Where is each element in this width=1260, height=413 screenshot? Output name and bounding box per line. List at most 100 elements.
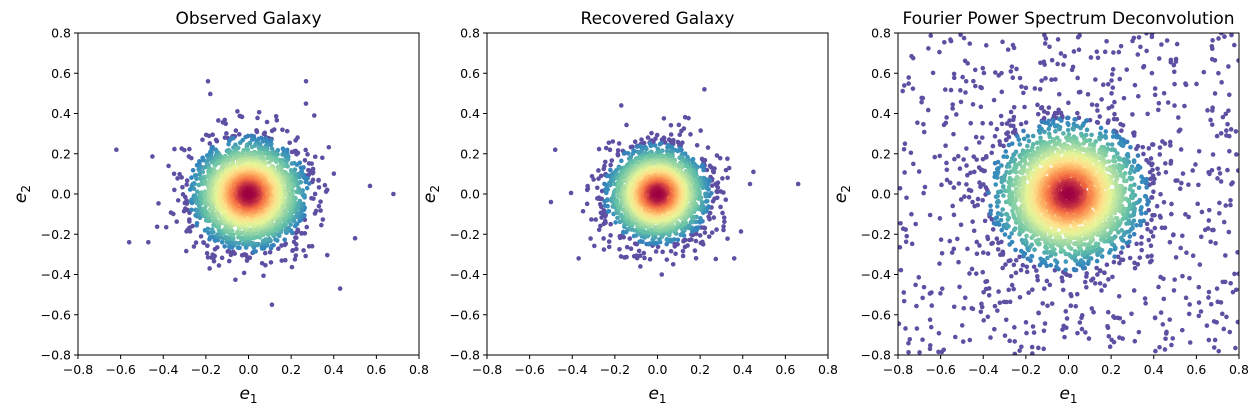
scatter-point [326, 144, 332, 150]
scatter-point [172, 187, 177, 193]
scatter-point [660, 249, 665, 255]
scatter-point [146, 240, 151, 245]
scatter-point [706, 214, 711, 220]
scatter-point [216, 118, 221, 123]
scatter-point [720, 176, 725, 181]
scatter-point [312, 211, 318, 216]
scatter-point [653, 249, 659, 254]
scatter-point [179, 175, 184, 180]
scatter-point [259, 260, 265, 266]
scatter-point [309, 195, 314, 201]
scatter-point [239, 235, 245, 241]
scatter-point [312, 154, 318, 160]
scatter-point [634, 233, 639, 238]
scatter-point [648, 143, 654, 149]
scatter-point [589, 217, 594, 222]
scatter-point [239, 230, 245, 236]
scatter-point [601, 236, 606, 241]
scatter-point [303, 253, 308, 259]
scatter-point [676, 122, 682, 128]
scatter-point [613, 220, 618, 225]
scatter-points [548, 87, 801, 277]
scatter-point [607, 147, 613, 153]
x-tick-label: −0.6 [105, 362, 135, 377]
scatter-point [693, 238, 699, 244]
scatter-point [601, 247, 607, 252]
scatter-point [699, 199, 705, 205]
scatter-point [293, 235, 298, 240]
scatter-point [609, 158, 615, 163]
scatter-point [294, 189, 300, 195]
scatter-point [193, 240, 199, 245]
scatter-point [616, 141, 622, 146]
scatter-points [114, 79, 396, 307]
scatter-point [706, 234, 712, 239]
scatter-point [306, 161, 312, 166]
scatter-point [311, 113, 317, 118]
scatter-point [322, 182, 328, 188]
scatter-point [223, 121, 229, 126]
scatter-point [289, 149, 295, 155]
scatter-point [624, 254, 629, 260]
scatter-point [606, 140, 612, 146]
scatter-point [601, 166, 607, 172]
scatter-point [701, 167, 706, 173]
scatter-point [670, 262, 676, 267]
scatter-point [297, 218, 302, 224]
scatter-point [201, 240, 206, 245]
scatter-point [615, 148, 621, 153]
scatter-point [187, 187, 193, 192]
scatter-point [294, 152, 299, 157]
scatter-point [303, 179, 309, 185]
scatter-point [320, 217, 326, 222]
scatter-point [288, 168, 294, 173]
scatter-point [274, 117, 280, 123]
scatter-point [661, 116, 667, 121]
scatter-point [720, 210, 725, 216]
scatter-point [261, 273, 266, 279]
x-tick-label: 0.8 [409, 362, 429, 377]
scatter-point [548, 199, 554, 205]
scatter-point [640, 239, 645, 245]
scatter-point [664, 257, 670, 262]
scatter-point [738, 229, 744, 234]
scatter-point [352, 235, 358, 241]
scatter-point [285, 184, 291, 190]
scatter-point [653, 240, 659, 246]
scatter-point [189, 200, 195, 206]
scatter-point [659, 272, 665, 277]
scatter-point [596, 146, 602, 152]
scatter-point [205, 243, 210, 248]
scatter-point [207, 266, 212, 271]
scatter-point [189, 207, 194, 213]
scatter-point [672, 241, 677, 247]
scatter-point [588, 236, 593, 241]
scatter-point [673, 251, 678, 257]
scatter-point [686, 223, 692, 228]
scatter-point [219, 240, 225, 245]
scatter-point [702, 87, 707, 92]
y-tick-label: 0.2 [51, 146, 71, 161]
scatter-point [205, 226, 211, 232]
scatter-point [190, 167, 196, 173]
scatter-point [189, 155, 194, 161]
y-tick-label: −0.8 [41, 348, 71, 363]
scatter-point [608, 233, 613, 238]
scatter-point [293, 253, 299, 258]
scatter-point [207, 141, 213, 146]
scatter-point [721, 215, 727, 220]
scatter-point [126, 240, 132, 245]
scatter-point [226, 258, 232, 264]
scatter-point [217, 228, 222, 233]
scatter-point [289, 264, 295, 270]
scatter-point [576, 256, 581, 261]
x-tick-label: 0.6 [366, 362, 386, 377]
scatter-point [198, 234, 204, 239]
panel-1: −0.8 −0.6 −0.4 −0.2 0.0 0.2 0.4 0.6 0.8−0.8−0.6−… [11, 9, 429, 406]
scatter-point [230, 249, 236, 255]
scatter-point [603, 145, 609, 151]
scatter-point [236, 240, 242, 246]
scatter-point [209, 227, 215, 232]
scatter-point [226, 141, 231, 147]
scatter-point [210, 132, 215, 137]
